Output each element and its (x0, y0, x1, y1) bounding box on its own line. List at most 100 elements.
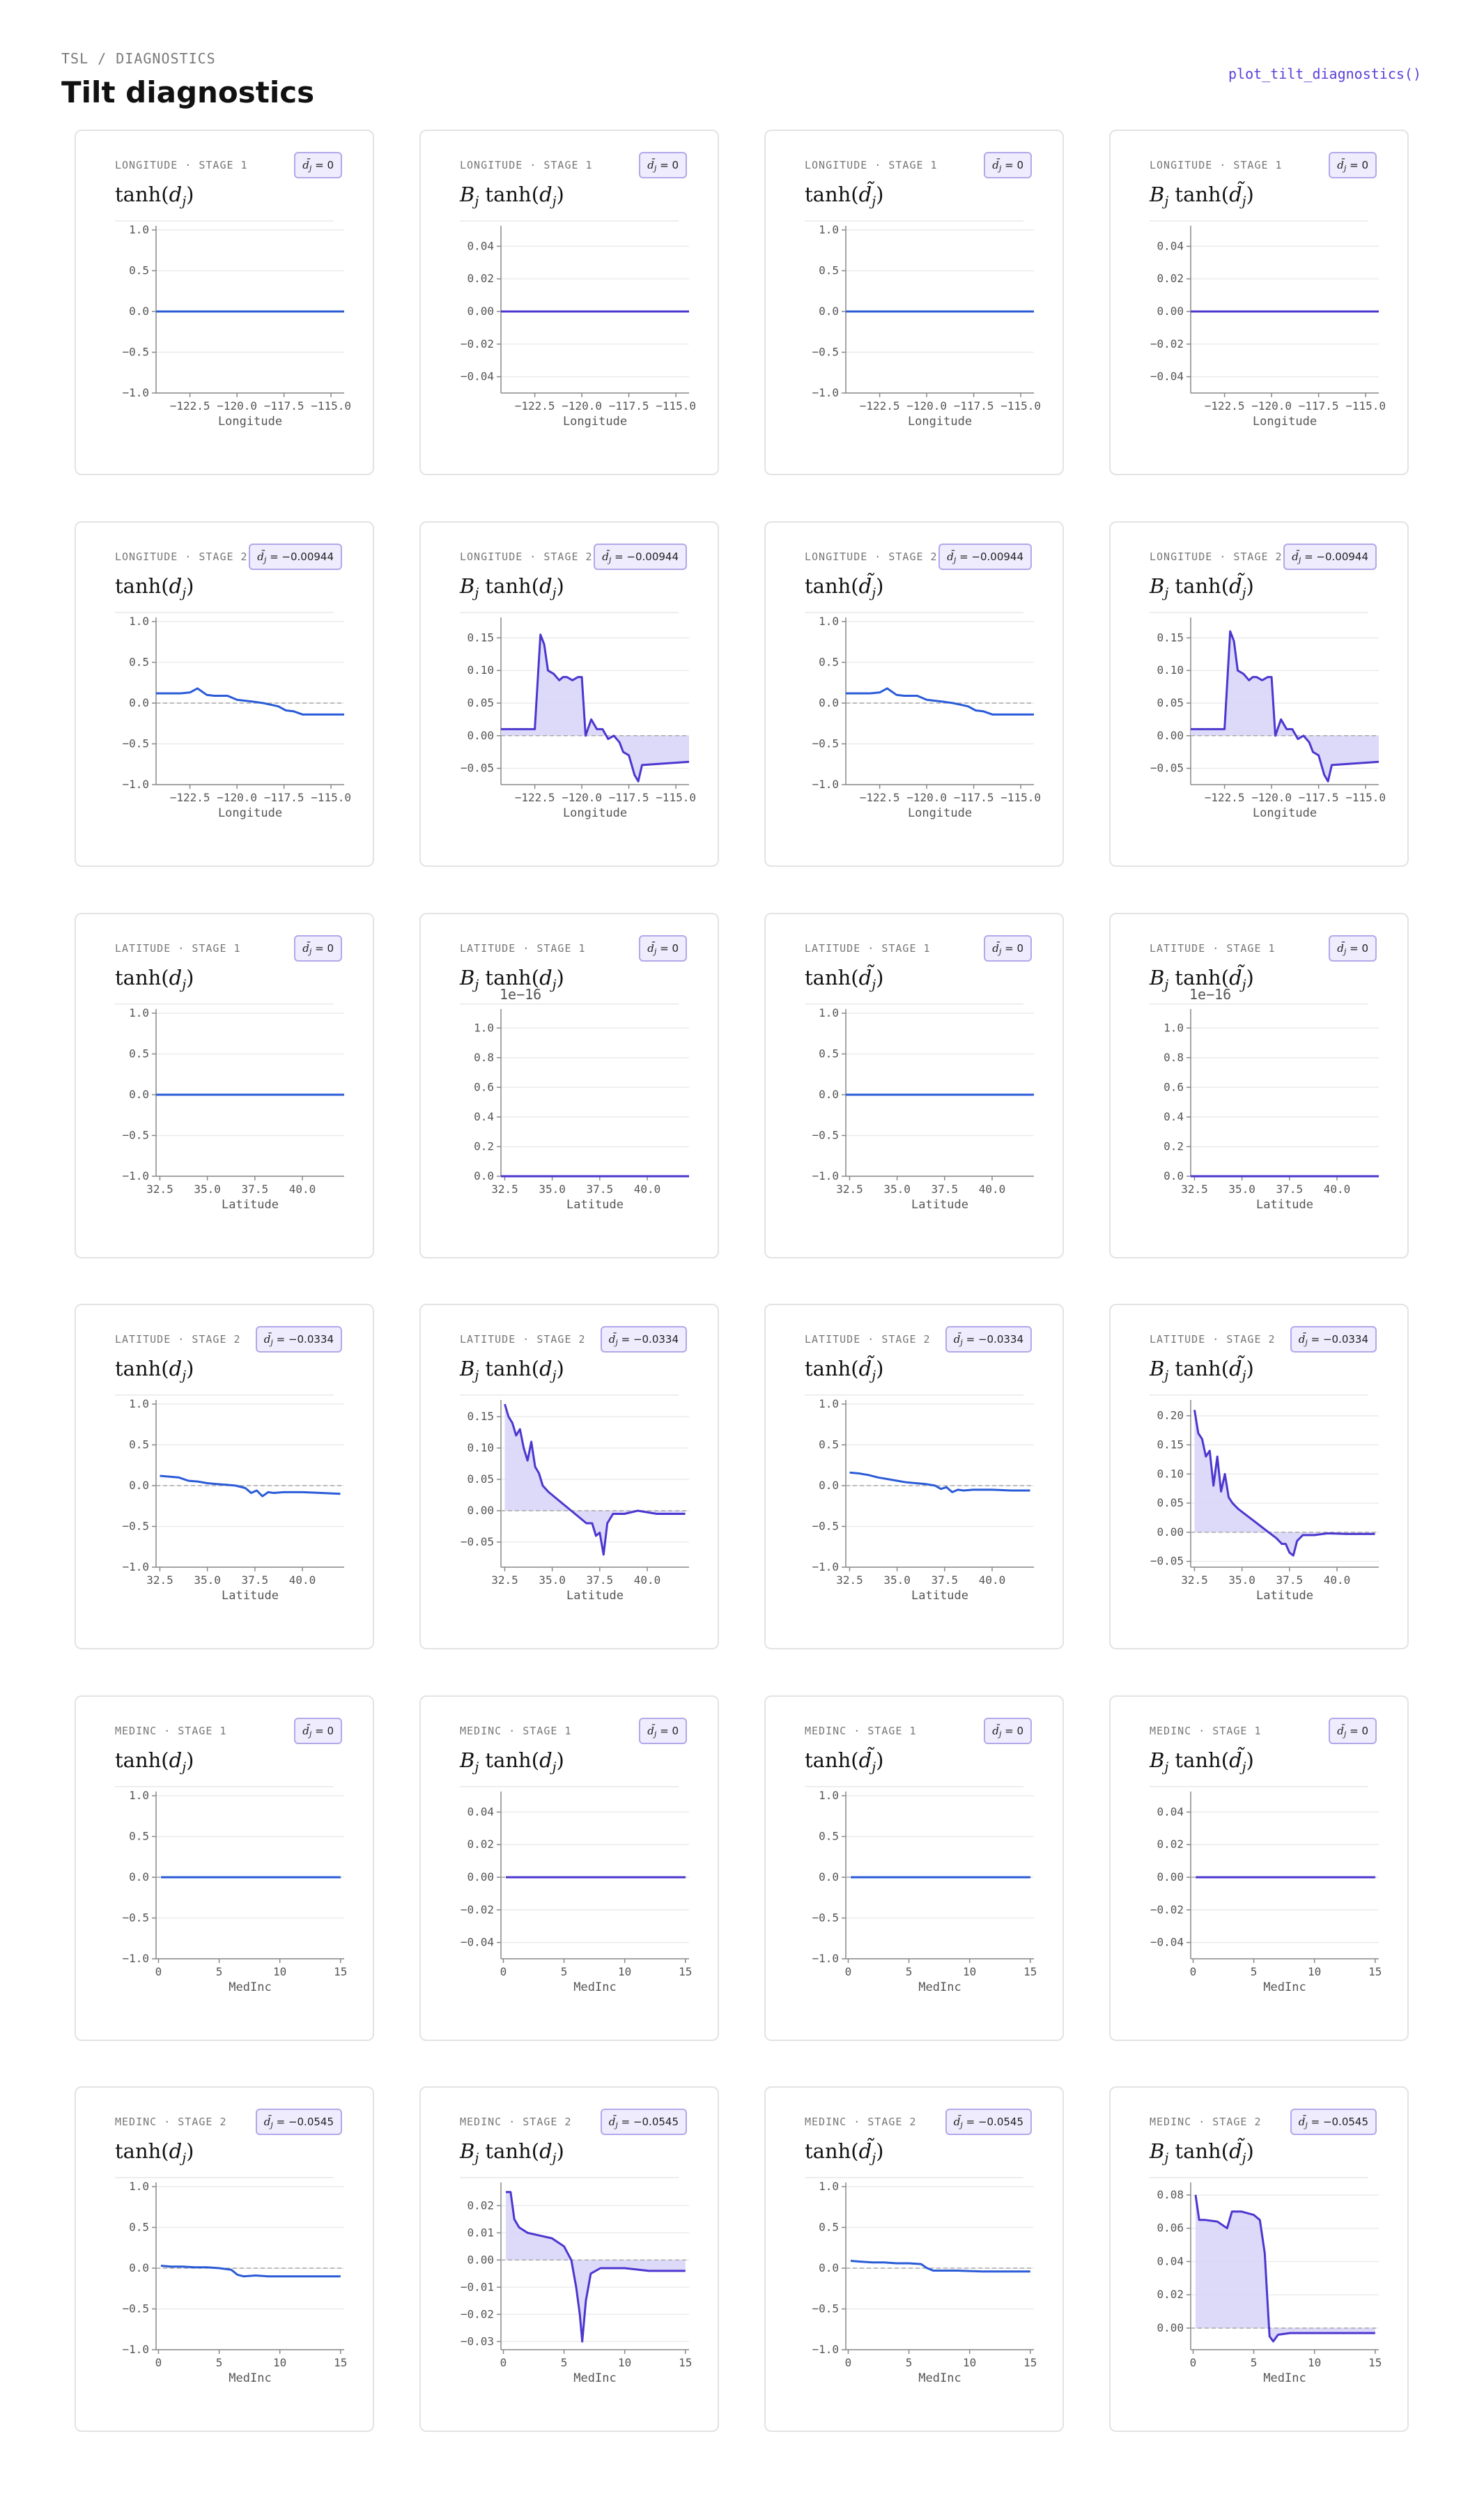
tilt-value: = 0 (1005, 942, 1023, 955)
x-tick-label: 40.0 (1324, 1573, 1351, 1587)
y-tick-label: −0.5 (812, 1129, 839, 1142)
feature-name: MEDINC (115, 1725, 157, 1737)
x-tick-label: 40.0 (979, 1573, 1006, 1587)
chart-card: LONGITUDE · STAGE 2 d̄j = −0.00944 tanh(d̃… (764, 521, 1064, 867)
series-line (506, 2191, 686, 2343)
tilt-value: = −0.00944 (615, 550, 679, 563)
card-title: tanh(dj) (115, 2139, 194, 2166)
area-fill (1191, 631, 1379, 782)
y-tick-label: 1.0 (819, 1397, 839, 1410)
card-title: tanh(dj) (115, 574, 194, 601)
chart-card: LATITUDE · STAGE 1 d̄j = 0 Bj tanh(d̃j) 0.0… (1109, 913, 1409, 1258)
card-title: tanh(dj) (115, 966, 194, 992)
feature-name: MEDINC (460, 2116, 502, 2128)
x-tick-label: 32.5 (491, 1573, 518, 1587)
x-axis-label: Longitude (218, 415, 282, 429)
title-divider (460, 1394, 679, 1396)
stage-label: STAGE 1 (1226, 942, 1276, 955)
title-divider (1150, 612, 1368, 613)
x-tick-label: −117.5 (264, 791, 304, 804)
y-tick-label: −0.04 (1150, 370, 1184, 383)
tilt-value-badge: d̄j = 0 (294, 152, 342, 178)
y-tick-label: 0.0 (819, 305, 839, 318)
stage-label: STAGE 2 (881, 1333, 931, 1346)
x-tick-label: 35.0 (539, 1573, 566, 1587)
y-tick-label: 1.0 (129, 1397, 149, 1410)
line-chart: −0.04 −0.02 0.00 0.02 0.04 −122.5 −120.0 −117.5… (461, 226, 696, 429)
x-tick-label: −122.5 (1205, 399, 1245, 413)
y-tick-label: −0.5 (122, 1520, 149, 1533)
feature-name: LONGITUDE (460, 550, 523, 563)
tilt-value-badge: d̄j = 0 (984, 1718, 1032, 1744)
feature-name: LATITUDE (1150, 1333, 1206, 1346)
card-header-label: LONGITUDE · STAGE 2 (115, 550, 248, 563)
x-tick-label: −120.0 (562, 399, 602, 413)
chart-card: MEDINC · STAGE 2 d̄j = −0.0545 tanh(d̃j) −1… (764, 2086, 1064, 2432)
x-tick-label: 5 (906, 1965, 913, 1978)
x-tick-label: 37.5 (242, 1573, 269, 1587)
y-tick-label: −0.5 (812, 346, 839, 359)
line-chart: −1.0 −0.5 0.0 0.5 1.0 −122.5 −120.0 −117.5 −115.… (812, 223, 1041, 429)
tilt-value: = −0.00944 (1304, 550, 1368, 563)
y-tick-label: 0.0 (129, 2261, 149, 2274)
y-tick-label: 1.0 (819, 1789, 839, 1802)
stage-label: STAGE 1 (199, 159, 248, 171)
tilt-value: = −0.0545 (276, 2116, 334, 2128)
stage-label: STAGE 1 (192, 942, 241, 955)
series-line (1194, 2194, 1375, 2343)
area-fill (504, 1404, 686, 1555)
x-tick-label: 40.0 (289, 1183, 316, 1196)
y-tick-label: −0.05 (1150, 1555, 1184, 1568)
tilt-value-badge: d̄j = 0 (1329, 152, 1377, 178)
y-tick-label: −0.5 (812, 2302, 839, 2316)
y-tick-label: 0.0 (129, 1479, 149, 1492)
feature-name: LATITUDE (115, 1333, 171, 1346)
x-tick-label: 5 (1251, 1965, 1258, 1978)
card-header-label: LATITUDE · STAGE 2 (1150, 1333, 1276, 1346)
tilt-value-badge: d̄j = 0 (639, 935, 687, 962)
y-tick-label: 0.5 (129, 1047, 149, 1061)
tilt-value: = −0.0545 (966, 2116, 1023, 2128)
x-axis-label: MedInc (229, 1980, 271, 1994)
x-tick-label: 35.0 (194, 1183, 221, 1196)
y-tick-label: 0.05 (1157, 1496, 1184, 1509)
x-axis-label: MedInc (918, 2371, 961, 2385)
x-axis-label: MedInc (229, 2371, 271, 2385)
tilt-value-badge: d̄j = 0 (639, 152, 687, 178)
x-tick-label: 15 (1368, 2356, 1382, 2369)
chart-card: LATITUDE · STAGE 1 d̄j = 0 tanh(dj) −1.0 −0.… (75, 913, 374, 1258)
y-tick-label: 0.5 (819, 1438, 839, 1451)
y-tick-label: 0.00 (467, 1504, 494, 1517)
x-tick-label: −115.0 (1345, 791, 1386, 804)
x-tick-label: 32.5 (836, 1183, 863, 1196)
area-fill (501, 634, 689, 782)
function-link[interactable]: plot_tilt_diagnostics() (1228, 66, 1421, 82)
y-tick-label: 1.0 (474, 1021, 494, 1034)
y-tick-label: 1.0 (129, 223, 149, 236)
y-tick-label: 0.5 (819, 1830, 839, 1843)
series-line (850, 2260, 1030, 2273)
y-tick-label: 0.10 (1157, 663, 1184, 677)
feature-name: LONGITUDE (1150, 550, 1213, 563)
y-tick-label: −0.5 (812, 1520, 839, 1533)
x-axis-label: Longitude (1253, 415, 1317, 429)
y-tick-label: 0.0 (129, 1088, 149, 1101)
y-tick-label: 0.15 (1157, 631, 1184, 644)
card-title: Bj tanh(dj) (460, 2139, 564, 2166)
feature-name: MEDINC (1150, 2116, 1192, 2128)
y-tick-label: 0.08 (1157, 2188, 1184, 2201)
stage-label: STAGE 2 (536, 1333, 586, 1346)
y-tick-label: 0.02 (467, 272, 494, 285)
line-chart: 0.0 0.2 0.4 0.6 0.8 1.0 1e−16 32.5 35.0 37.5 40.0 L… (1164, 986, 1379, 1212)
x-tick-label: 37.5 (932, 1573, 959, 1587)
y-tick-label: 0.10 (1157, 1467, 1184, 1480)
title-divider (460, 1786, 679, 1787)
feature-name: MEDINC (805, 1725, 847, 1737)
x-tick-label: 35.0 (539, 1183, 566, 1196)
y-tick-label: −0.5 (812, 737, 839, 750)
x-axis-label: Latitude (566, 1198, 624, 1212)
chart-card: MEDINC · STAGE 2 d̄j = −0.0545 Bj tanh(dj)… (419, 2086, 719, 2432)
card-header-label: LATITUDE · STAGE 1 (1150, 942, 1276, 955)
x-tick-label: 37.5 (1276, 1183, 1304, 1196)
stage-label: STAGE 1 (867, 1725, 917, 1737)
